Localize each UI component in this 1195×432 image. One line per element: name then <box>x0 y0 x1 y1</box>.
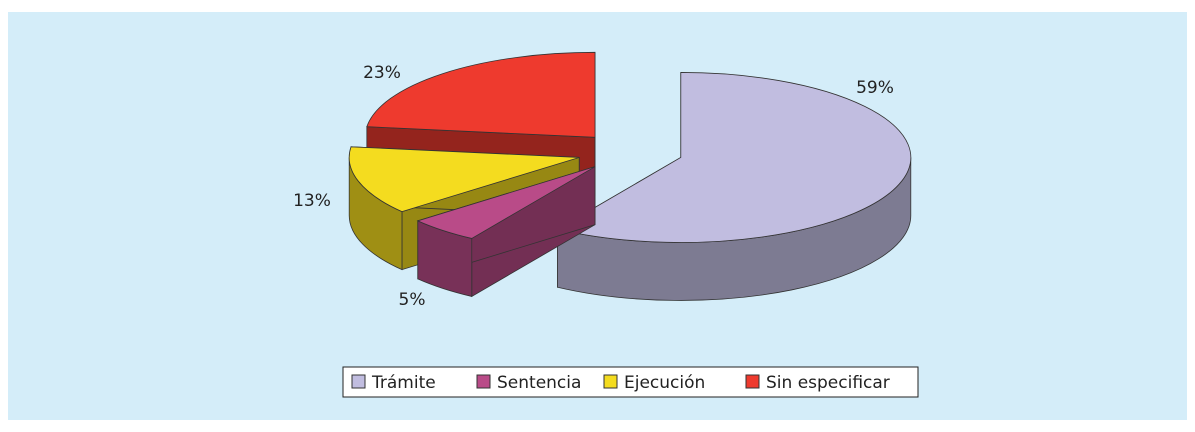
data-label: 13% <box>293 191 331 211</box>
legend-label: Ejecución <box>624 373 705 393</box>
slice-top <box>556 72 912 243</box>
slice-top <box>366 51 596 138</box>
legend-swatch <box>745 374 760 389</box>
slice <box>556 72 912 301</box>
legend-swatch <box>476 374 491 389</box>
data-label: 5% <box>399 290 426 310</box>
legend-swatch <box>603 374 618 389</box>
legend-swatch <box>351 374 366 389</box>
legend-box <box>342 366 919 398</box>
legend-label: Sin especificar <box>766 373 890 393</box>
data-label: 59% <box>856 78 894 98</box>
legend-label: Sentencia <box>497 373 581 393</box>
slice-top <box>416 166 596 239</box>
slice-top <box>348 146 580 213</box>
slice <box>416 165 596 298</box>
data-label: 23% <box>363 63 401 83</box>
legend-label: Trámite <box>371 373 436 393</box>
